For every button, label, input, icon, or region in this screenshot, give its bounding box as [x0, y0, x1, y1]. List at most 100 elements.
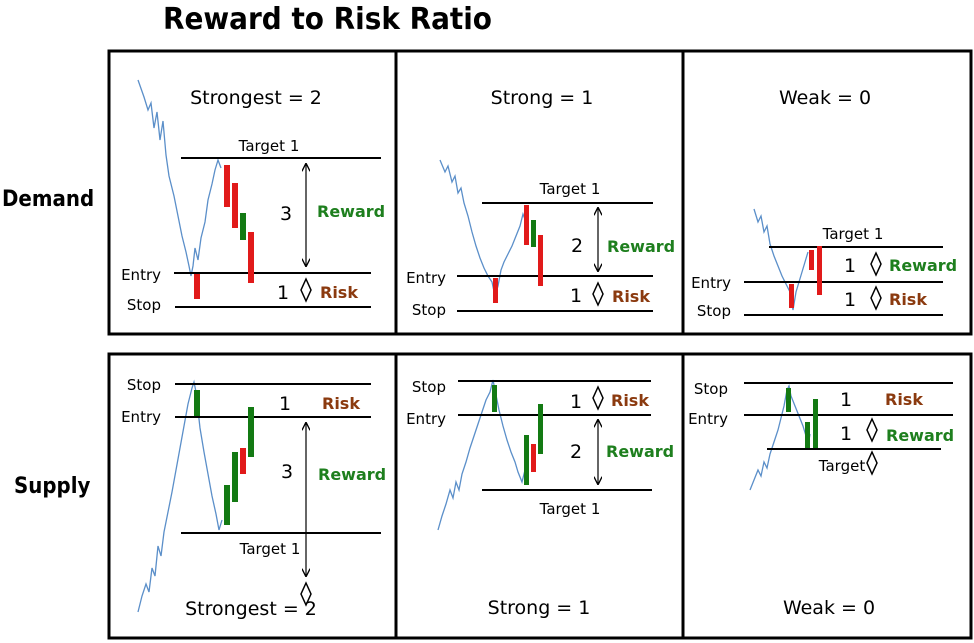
- panel-heading: Weak = 0: [783, 597, 875, 619]
- panel-heading: Strong = 1: [488, 597, 591, 619]
- candle-red: [817, 246, 822, 295]
- stop-label: Stop: [697, 302, 731, 320]
- risk-label: Risk: [322, 394, 360, 413]
- reward-arrow: [870, 251, 882, 277]
- target-label: Target 1: [239, 540, 301, 558]
- entry-label: Entry: [688, 410, 728, 428]
- candle-red: [531, 444, 536, 472]
- stop-label: Stop: [412, 301, 446, 319]
- candle-red: [538, 235, 543, 286]
- reward-label: Reward: [889, 256, 957, 275]
- stop-label: Stop: [694, 380, 728, 398]
- candle-red: [194, 274, 200, 299]
- candle-green: [232, 452, 238, 502]
- panel-demand-strong: Strong = 1 Target 1 Entry Stop 2 Reward …: [406, 87, 675, 319]
- reward-label: Reward: [318, 465, 386, 484]
- reward-label: Reward: [606, 442, 674, 461]
- reward-value: 3: [280, 203, 292, 225]
- risk-arrow: [592, 281, 604, 307]
- target-label: Target: [818, 457, 866, 475]
- candle-green: [538, 404, 543, 454]
- page-title: Reward to Risk Ratio: [163, 2, 492, 37]
- candle-red: [524, 205, 529, 245]
- risk-arrow: [870, 285, 882, 311]
- risk-value: 1: [277, 282, 289, 304]
- price-line: [137, 379, 223, 613]
- candle-red: [248, 232, 254, 283]
- row-label-supply: Supply: [14, 474, 91, 499]
- panel-supply-weak: Stop Entry Target 1 Risk 1 Reward Weak =…: [688, 380, 954, 619]
- entry-label: Entry: [406, 410, 446, 428]
- panel-heading: Strong = 1: [491, 87, 594, 109]
- panel-supply-strong: Stop Entry Target 1 1 Risk 2 Reward Stro…: [406, 378, 674, 619]
- entry-label: Entry: [406, 269, 446, 287]
- candle-red: [232, 183, 238, 228]
- reward-value: 2: [570, 441, 582, 463]
- reward-value: 3: [281, 461, 293, 483]
- risk-arrow: [300, 277, 312, 303]
- candle-green: [248, 407, 254, 457]
- candle-green: [531, 220, 536, 247]
- candle-red: [493, 278, 498, 303]
- candle-green: [524, 435, 529, 485]
- demand-frame: [107, 49, 973, 336]
- price-line: [137, 79, 222, 277]
- candle-green: [240, 213, 246, 240]
- reward-label: Reward: [607, 237, 675, 256]
- risk-value: 1: [570, 285, 582, 307]
- stop-label: Stop: [412, 378, 446, 396]
- target-marker: [300, 581, 312, 607]
- risk-value: 1: [570, 391, 582, 413]
- risk-label: Risk: [612, 287, 650, 306]
- candle-green: [786, 388, 791, 412]
- risk-value: 1: [840, 389, 852, 411]
- risk-value: 1: [279, 393, 291, 415]
- reward-arrow: [866, 417, 878, 443]
- risk-label: Risk: [320, 283, 358, 302]
- target-marker: [866, 450, 878, 476]
- candle-red: [789, 284, 794, 308]
- risk-label: Risk: [611, 391, 649, 410]
- candle-red: [224, 165, 230, 207]
- stop-label: Stop: [127, 376, 161, 394]
- supply-frame: [107, 352, 973, 640]
- entry-label: Entry: [121, 266, 161, 284]
- candle-green: [224, 485, 230, 525]
- reward-label: Reward: [317, 202, 385, 221]
- candle-green: [194, 390, 200, 416]
- candle-green: [805, 422, 810, 448]
- price-line: [749, 384, 811, 491]
- panel-demand-weak: Weak = 0 Target 1 Entry Stop 1 Reward 1 …: [691, 87, 957, 320]
- risk-label: Risk: [885, 390, 923, 409]
- risk-value: 1: [844, 289, 856, 311]
- reward-value: 2: [571, 235, 583, 257]
- price-line: [437, 379, 526, 531]
- target-label: Target 1: [539, 500, 601, 518]
- stop-label: Stop: [127, 296, 161, 314]
- entry-label: Entry: [691, 274, 731, 292]
- panel-demand-strongest: Strongest = 2 Target 1 Entry Stop 3 Rewa…: [121, 79, 385, 314]
- panel-heading: Weak = 0: [779, 87, 871, 109]
- panel-heading: Strongest = 2: [190, 87, 322, 109]
- demand-grid: [107, 49, 973, 336]
- candle-red: [809, 250, 814, 270]
- price-line: [439, 159, 527, 297]
- candle-green: [492, 385, 497, 412]
- target-label: Target 1: [238, 137, 300, 155]
- risk-label: Risk: [889, 290, 927, 309]
- target-label: Target 1: [539, 180, 601, 198]
- candle-red: [240, 448, 246, 474]
- supply-grid: [107, 352, 973, 640]
- candle-green: [813, 399, 818, 448]
- panel-heading: Strongest = 2: [185, 598, 317, 620]
- reward-label: Reward: [886, 426, 954, 445]
- target-label: Target 1: [822, 225, 884, 243]
- reward-value: 1: [840, 423, 852, 445]
- panel-supply-strongest: Stop Entry Target 1 1 Risk 3 Reward Stro…: [121, 376, 386, 620]
- entry-label: Entry: [121, 408, 161, 426]
- row-label-demand: Demand: [2, 187, 95, 212]
- reward-value: 1: [844, 255, 856, 277]
- price-line: [753, 208, 809, 311]
- risk-arrow: [592, 385, 604, 411]
